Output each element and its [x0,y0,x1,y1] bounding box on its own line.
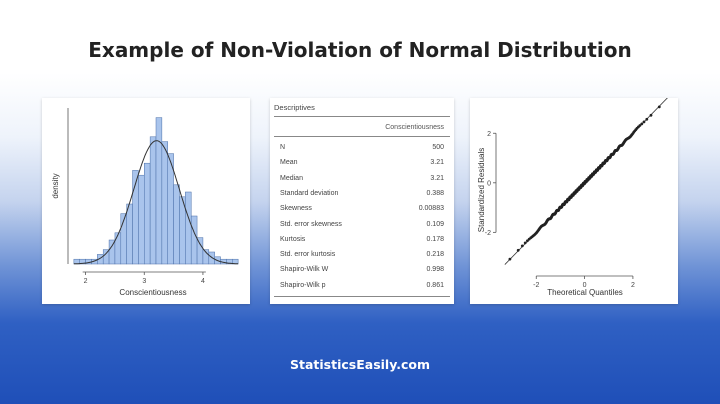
histogram-bar [190,215,198,265]
row-label: Std. error skewness [280,220,342,228]
row-value: 3.21 [430,159,444,167]
row-value: 0.861 [426,281,444,289]
histogram-bar [149,136,157,265]
axis-ticks: -2 0 2 -2 0 2 [485,131,635,289]
qq-point [640,122,644,126]
page-title: Example of Non-Violation of Normal Distr… [88,38,632,62]
qq-panel: -2 0 2 -2 0 2 Theoretical Quantiles Standardi… [470,98,678,304]
histogram-bar [161,141,168,265]
table-column-header: Conscientiousness [385,124,444,131]
qq-point [642,120,646,124]
x-tick-label: 2 [631,282,635,289]
table-row: Standard deviation 0.388 [280,190,444,206]
qq-point [657,105,661,109]
histogram-bar [138,174,145,265]
histogram-bar [185,191,192,265]
row-value: 0.388 [426,189,444,197]
y-axis-label: density [51,173,60,198]
qq-point [638,124,642,127]
y-tick-label: 2 [487,131,491,138]
qq-point [649,113,653,117]
table-row: Std. error kurtosis 0.218 [280,251,444,267]
row-value: 0.178 [426,235,444,243]
histogram-bar [155,117,163,265]
table-body: N 500 Mean 3.21 Median 3.21 Standard deviation… [280,144,444,294]
density-curve [73,140,239,265]
table-row: Mean 3.21 [280,159,444,175]
histogram-panel: 2 3 4 Conscientiousness density [42,98,250,304]
row-label: Standard deviation [280,189,339,197]
row-label: N [280,144,286,151]
row-value: 0.00883 [418,205,444,213]
qq-point [520,244,524,248]
row-value: 0.218 [426,251,444,259]
table-row: Shapiro-Wilk p 0.861 [280,282,444,298]
table-row: Median 3.21 [280,175,444,191]
row-label: Std. error kurtosis [280,251,336,259]
footer-site-name: StatisticsEasily.com [290,357,430,372]
row-label: Shapiro-Wilk W [280,266,329,274]
x-tick-label: 2 [84,278,88,285]
x-axis-label: Conscientiousness [119,288,186,297]
histogram-bar [126,203,133,265]
histogram-bar [173,184,180,265]
table-row: Shapiro-Wilk W 0.998 [280,266,444,282]
x-tick-label: 4 [201,278,205,285]
table-row: N 500 [280,144,444,160]
y-tick-label: -2 [485,230,491,237]
row-value: 3.21 [430,174,444,182]
table-row: Std. error skewness 0.109 [280,221,444,237]
histogram-chart: 2 3 4 Conscientiousness density [51,108,239,297]
histogram-bar [196,237,204,265]
table-row: Kurtosis 0.178 [280,236,444,252]
table-header-rule [274,136,450,137]
qq-point [523,241,527,245]
qq-point [516,248,520,252]
qq-point [526,239,529,243]
row-label: Kurtosis [280,235,306,243]
row-label: Shapiro-Wilk p [280,281,326,289]
histogram-bar [114,232,122,265]
histogram-bar [144,162,151,265]
row-label: Skewness [280,205,312,213]
x-axis-label: Theoretical Quantiles [547,288,623,297]
qq-points [508,105,661,261]
qq-point [508,257,512,261]
x-tick-label: 0 [583,282,587,289]
y-tick-label: 0 [487,180,491,187]
row-label: Median [280,174,303,182]
histogram-bar [167,153,174,265]
row-value: 0.109 [426,220,444,228]
qq-plot-chart: -2 0 2 -2 0 2 Theoretical Quantiles Standardi… [477,98,668,297]
x-ticks: 2 3 4 [84,272,205,285]
table-top-rule [274,116,450,117]
histogram-bar [108,239,116,265]
row-value: 0.998 [426,266,444,274]
x-tick-label: -2 [533,282,539,289]
row-label: Mean [280,159,298,167]
x-tick-label: 3 [142,278,146,285]
y-axis-label: Standardized Residuals [477,148,486,233]
table-bottom-rule [274,296,450,297]
histogram-bars [73,117,239,265]
table-row: Skewness 0.00883 [280,205,444,221]
qq-point [645,117,649,121]
row-value: 500 [432,144,444,151]
descriptives-panel: Descriptives Conscientiousness N 500 Mean 3… [270,98,454,304]
table-title: Descriptives [274,103,315,112]
